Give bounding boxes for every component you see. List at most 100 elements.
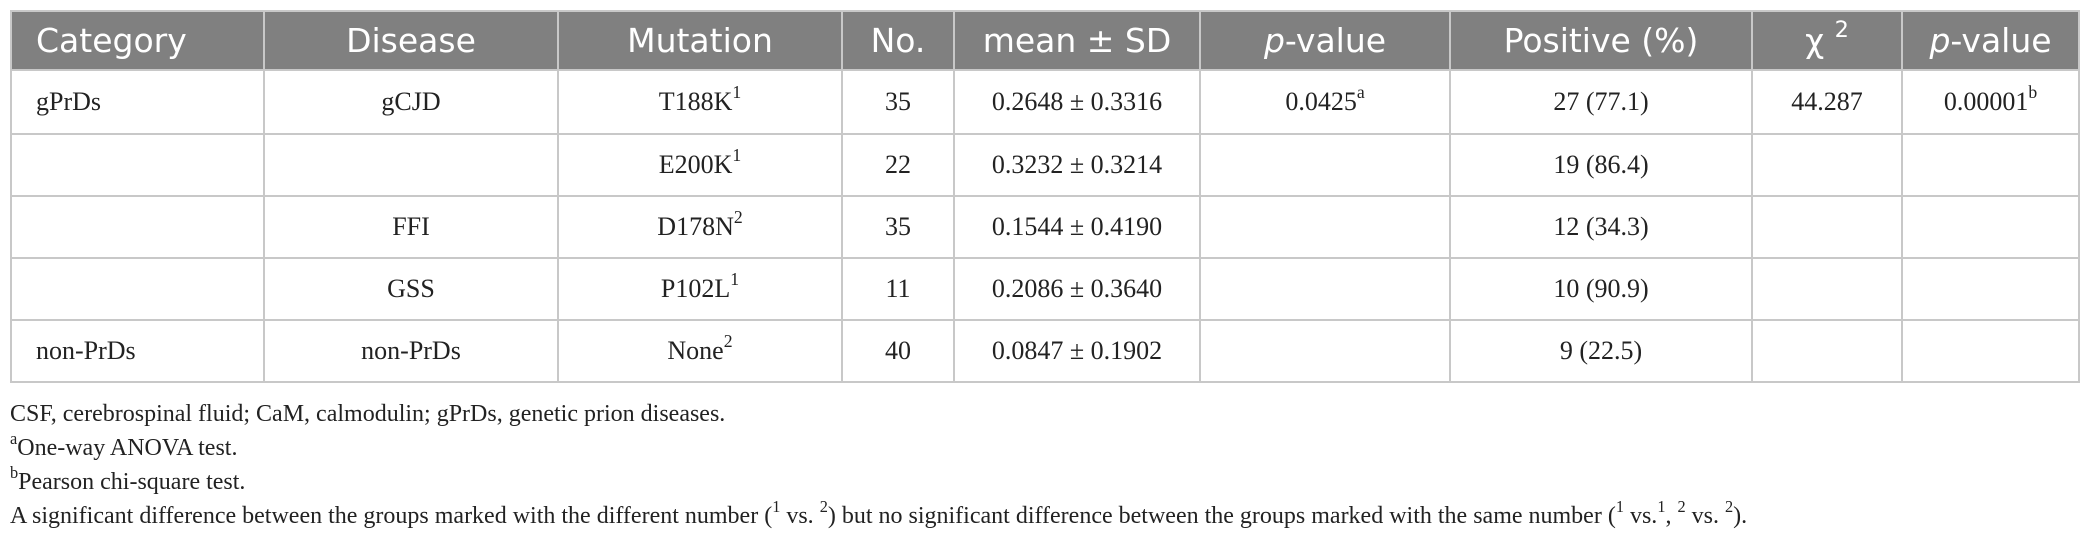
cell-positive: 10 (90.9): [1449, 257, 1753, 321]
cell-positive: 12 (34.3): [1449, 195, 1753, 259]
cell-p-value: [1199, 257, 1451, 321]
footnote-b-text: Pearson chi-square test.: [18, 469, 246, 495]
cell-p-value: [1199, 133, 1451, 197]
footnote-b: bPearson chi-square test.: [10, 462, 2078, 499]
cell-no: 11: [841, 257, 955, 321]
sig-sup-2: 2: [819, 496, 828, 516]
header-chi-sup: 2: [1834, 16, 1849, 43]
mutation-name: D178N: [657, 212, 734, 241]
cell-mean-sd: 0.1544 ± 0.4190: [953, 195, 1201, 259]
cell-mutation: P102L1: [557, 257, 843, 321]
cell-chi2: [1751, 195, 1903, 259]
header-p2-italic: p: [1929, 21, 1951, 60]
cell-p2: [1901, 319, 2080, 383]
table-footnotes: CSF, cerebrospinal fluid; CaM, calmoduli…: [10, 397, 2078, 533]
cell-mean-sd: 0.2648 ± 0.3316: [953, 69, 1201, 135]
cell-p2: 0.00001b: [1901, 69, 2080, 135]
header-chi-square: χ 2: [1751, 10, 1903, 71]
cell-category: [10, 195, 265, 259]
cell-p-value: 0.0425a: [1199, 69, 1451, 135]
mutation-sup: 2: [733, 206, 743, 227]
cell-no: 40: [841, 319, 955, 383]
mutation-name: P102L: [660, 274, 731, 303]
sig-text-2: vs.: [780, 503, 820, 529]
sig-sup-5: 2: [1677, 496, 1686, 516]
cell-p2: [1901, 133, 2080, 197]
mutation-sup: 2: [723, 330, 733, 351]
cell-positive: 19 (86.4): [1449, 133, 1753, 197]
sig-sup-6: 2: [1724, 496, 1734, 516]
mutation-name: None: [667, 336, 724, 365]
cell-p-value: [1199, 195, 1451, 259]
header-no: No.: [841, 10, 955, 71]
cell-chi2: [1751, 257, 1903, 321]
cell-mutation: E200K1: [557, 133, 843, 197]
header-p-value-2: p-value: [1901, 10, 2080, 71]
cell-disease: GSS: [263, 257, 559, 321]
p-value-sup: a: [1356, 81, 1365, 102]
cell-disease: gCJD: [263, 69, 559, 135]
footnote-b-mark: b: [10, 462, 19, 482]
cell-mean-sd: 0.2086 ± 0.3640: [953, 257, 1201, 321]
cell-disease: non-PrDs: [263, 319, 559, 383]
header-mean-sd: mean ± SD: [953, 10, 1201, 71]
sig-sup-4: 1: [1657, 496, 1666, 516]
header-row: Category Disease Mutation No. mean ± SD …: [10, 10, 2080, 71]
mutation-name: T188K: [658, 87, 733, 116]
cell-disease: FFI: [263, 195, 559, 259]
mutation-name: E200K: [658, 150, 733, 179]
table-row: non-PrDs non-PrDs None2 40 0.0847 ± 0.19…: [10, 319, 2080, 383]
footnote-a-text: One-way ANOVA test.: [17, 435, 238, 461]
results-table: Category Disease Mutation No. mean ± SD …: [10, 10, 2080, 383]
header-p2-rest: -value: [1950, 21, 2052, 60]
cell-no: 35: [841, 69, 955, 135]
cell-positive: 9 (22.5): [1449, 319, 1753, 383]
mutation-sup: 1: [732, 144, 742, 165]
table-row: FFI D178N2 35 0.1544 ± 0.4190 12 (34.3): [10, 195, 2080, 259]
cell-category: [10, 133, 265, 197]
cell-p2: [1901, 257, 2080, 321]
header-category: Category: [10, 10, 265, 71]
cell-disease: [263, 133, 559, 197]
cell-no: 35: [841, 195, 955, 259]
header-disease: Disease: [263, 10, 559, 71]
cell-mean-sd: 0.0847 ± 0.1902: [953, 319, 1201, 383]
cell-chi2: [1751, 319, 1903, 383]
sig-text-5: ,: [1665, 503, 1678, 529]
header-chi-symbol: χ: [1805, 21, 1825, 60]
mutation-sup: 1: [732, 81, 742, 102]
table-row: gPrDs gCJD T188K1 35 0.2648 ± 0.3316 0.0…: [10, 69, 2080, 135]
cell-chi2: 44.287: [1751, 69, 1903, 135]
cell-positive: 27 (77.1): [1449, 69, 1753, 135]
cell-mutation: D178N2: [557, 195, 843, 259]
p2-sup: b: [2028, 81, 2038, 102]
sig-text-6: vs.: [1685, 503, 1725, 529]
header-p-rest: -value: [1284, 21, 1387, 60]
cell-category: gPrDs: [10, 69, 265, 135]
cell-mutation: T188K1: [557, 69, 843, 135]
cell-p-value: [1199, 319, 1451, 383]
header-p-italic: p: [1263, 21, 1285, 60]
header-positive: Positive (%): [1449, 10, 1753, 71]
header-p-value: p-value: [1199, 10, 1451, 71]
sig-text-1: A significant difference between the gro…: [10, 503, 773, 529]
sig-text-4: vs.: [1623, 503, 1658, 529]
footnote-abbreviations: CSF, cerebrospinal fluid; CaM, calmoduli…: [10, 401, 726, 427]
cell-chi2: [1751, 133, 1903, 197]
footnote-a: aOne-way ANOVA test.: [10, 428, 2078, 465]
cell-p2: [1901, 195, 2080, 259]
table-container: Category Disease Mutation No. mean ± SD …: [10, 10, 2080, 533]
cell-mutation: None2: [557, 319, 843, 383]
cell-category: [10, 257, 265, 321]
cell-category: non-PrDs: [10, 319, 265, 383]
mutation-sup: 1: [730, 268, 740, 289]
sig-text-3: ) but no significant difference between …: [827, 503, 1616, 529]
sig-text-7: ).: [1733, 503, 1748, 529]
footnote-significance: A significant difference between the gro…: [10, 496, 2078, 533]
p-value: 0.0425: [1285, 87, 1357, 116]
sig-sup-1: 1: [772, 496, 781, 516]
cell-mean-sd: 0.3232 ± 0.3214: [953, 133, 1201, 197]
table-row: E200K1 22 0.3232 ± 0.3214 19 (86.4): [10, 133, 2080, 197]
header-mutation: Mutation: [557, 10, 843, 71]
footnote-a-mark: a: [10, 428, 18, 448]
